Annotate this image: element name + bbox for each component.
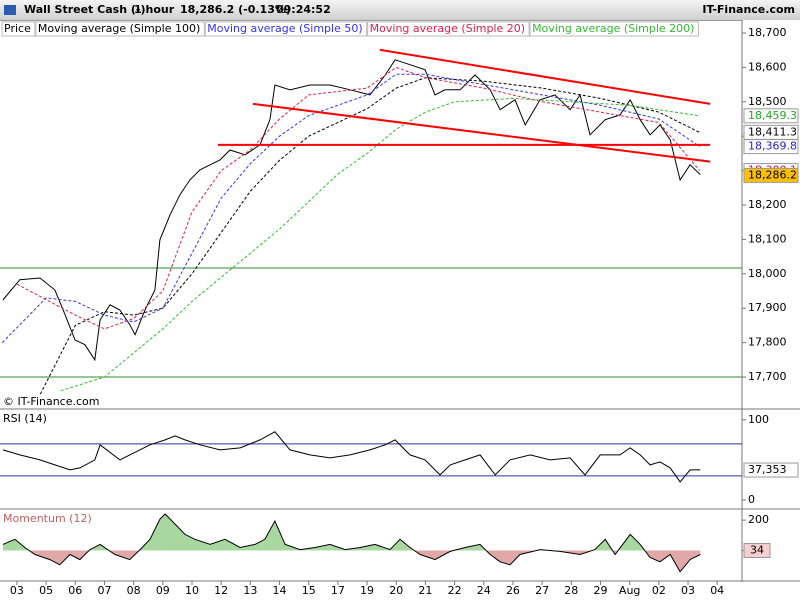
y-tick-label: 17,800 xyxy=(748,336,787,349)
panel-title: Momentum (12) xyxy=(3,512,92,525)
y-tick-label: 100 xyxy=(748,413,769,426)
x-tick-label: 05 xyxy=(39,584,53,597)
y-tick-label: 18,200 xyxy=(748,198,787,211)
legend-box xyxy=(35,21,205,37)
header-interval: 1 hour xyxy=(134,3,175,16)
copyright: © IT-Finance.com xyxy=(3,395,100,408)
y-tick-label: 17,700 xyxy=(748,370,787,383)
legend-entry: Moving average (Simple 100) xyxy=(38,22,200,35)
x-tick-label: 20 xyxy=(389,584,403,597)
x-tick-label: 26 xyxy=(506,584,520,597)
area-down xyxy=(29,550,701,572)
x-tick-label: 19 xyxy=(360,584,374,597)
indicator-line xyxy=(2,431,701,483)
trend-line xyxy=(252,102,711,163)
legend-box xyxy=(367,21,530,37)
legend-box xyxy=(204,21,368,37)
x-tick-label: 03 xyxy=(681,584,695,597)
x-tick-label: 17 xyxy=(331,584,345,597)
y-tick-label: 18,100 xyxy=(748,232,787,245)
legend-entry: Moving average (Simple 50) xyxy=(207,22,362,35)
x-tick-label: 22 xyxy=(448,584,462,597)
series-line xyxy=(60,97,700,392)
y-tick-label: 18,600 xyxy=(748,60,787,73)
value-tag-label: 18,459.3 xyxy=(748,109,797,122)
panel xyxy=(0,48,742,395)
x-tick-label: 14 xyxy=(273,584,287,597)
x-tick-label: 08 xyxy=(127,584,141,597)
panel xyxy=(0,431,742,483)
legend-entry: Moving average (Simple 200) xyxy=(532,22,694,35)
logo xyxy=(4,5,16,15)
header-bar xyxy=(0,0,800,20)
series-line xyxy=(16,66,701,330)
indicator-line xyxy=(2,513,701,573)
x-tick-label: 04 xyxy=(710,584,724,597)
x-tick-label: Aug xyxy=(619,584,640,597)
series-line xyxy=(39,77,700,395)
header-title: Wall Street Cash (-) xyxy=(24,3,145,16)
y-tick-label: 0 xyxy=(748,493,755,506)
x-tick-label: 10 xyxy=(185,584,199,597)
legend-box xyxy=(529,21,699,37)
x-tick-label: 07 xyxy=(97,584,111,597)
header-price: 18,286.2 (-0.13%) xyxy=(180,3,291,16)
area-up xyxy=(2,514,701,551)
x-tick-label: 02 xyxy=(652,584,666,597)
x-tick-label: 13 xyxy=(243,584,257,597)
x-tick-label: 12 xyxy=(214,584,228,597)
value-tag xyxy=(743,167,799,183)
x-tick-label: 09 xyxy=(156,584,170,597)
divider xyxy=(0,20,742,21)
y-tick-label: 18,500 xyxy=(748,95,787,108)
value-tag-label: 37,353 xyxy=(748,463,787,476)
value-tag-label: 18,286.2 xyxy=(748,168,797,181)
legend-entry: Moving average (Simple 20) xyxy=(370,22,525,35)
header-time: 09:24:52 xyxy=(276,3,331,16)
y-tick-label: 17,900 xyxy=(748,301,787,314)
x-tick-label: 21 xyxy=(418,584,432,597)
panel xyxy=(2,513,701,573)
x-tick-label: 29 xyxy=(593,584,607,597)
x-tick-label: 15 xyxy=(302,584,316,597)
value-tag xyxy=(743,108,799,124)
value-tag-label: 34 xyxy=(750,544,764,557)
legend-entry: Price xyxy=(4,22,31,35)
y-tick-label: 200 xyxy=(748,513,769,526)
panel-title: RSI (14) xyxy=(3,412,47,425)
x-tick-label: 27 xyxy=(535,584,549,597)
series-line xyxy=(2,59,701,362)
x-tick-label: 03 xyxy=(10,584,24,597)
trend-line xyxy=(379,48,711,105)
series-line xyxy=(1,73,700,343)
value-tag xyxy=(743,139,799,155)
x-tick-label: 28 xyxy=(564,584,578,597)
x-tick-label: 06 xyxy=(68,584,82,597)
y-tick-label: 18,700 xyxy=(748,26,787,39)
brand: IT-Finance.com xyxy=(702,3,795,16)
value-tag-label: 18,369.8 xyxy=(748,140,797,153)
value-tag xyxy=(743,462,799,478)
value-tag-label: 18,411.3 xyxy=(748,125,797,138)
y-tick-label: 18,000 xyxy=(748,267,787,280)
legend-box xyxy=(1,21,36,37)
value-tag xyxy=(743,543,771,559)
x-tick-label: 24 xyxy=(477,584,491,597)
